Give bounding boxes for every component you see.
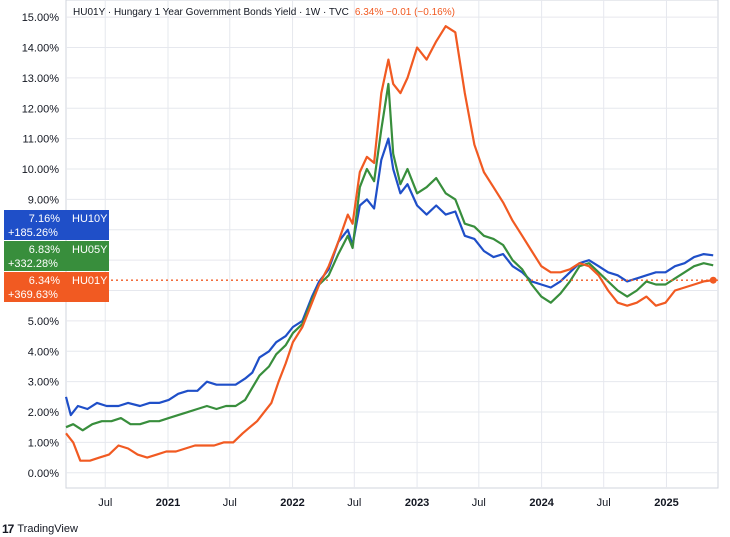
chart-header: HU01Y · Hungary 1 Year Government Bonds … [73, 7, 455, 18]
x-tick-label: Jul [223, 497, 237, 509]
y-tick-label: 4.00% [28, 346, 59, 358]
chart-header-title: HU01Y · Hungary 1 Year Government Bonds … [73, 7, 349, 18]
x-axis: Jul 2021 Jul 2022 Jul 2023 Jul 2024 Jul 2025 [98, 497, 679, 509]
badge-bg [4, 210, 109, 240]
x-tick-label: 2021 [156, 497, 180, 509]
last-value-badges: 7.16% HU10Y +185.26% 6.83% HU05Y +332.28% 6.34… [4, 210, 109, 302]
series-layer [64, 25, 718, 462]
badge-change: +332.28% [8, 258, 58, 270]
chart: 0.00%1.00%2.00%3.00%4.00%5.00%6.00%7.00%… [4, 0, 719, 509]
x-tick-label: Jul [347, 497, 361, 509]
badge-hu05y: 6.83% HU05Y +332.28% [4, 241, 109, 271]
badge-bg [4, 272, 109, 302]
y-tick-label: 1.00% [28, 437, 59, 449]
y-tick-label: 9.00% [28, 194, 59, 206]
series-line-hu10y [64, 137, 714, 417]
hu01y-last-point [709, 276, 717, 284]
badge-last-value: 6.34% [29, 275, 60, 287]
badge-hu01y: 6.34% HU01Y +369.63% [4, 272, 109, 302]
x-tick-label: 2023 [405, 497, 429, 509]
chart-header-values: 6.34% −0.01 (−0.16%) [355, 7, 455, 18]
y-tick-label: 12.00% [22, 103, 60, 115]
badge-symbol: HU05Y [72, 244, 108, 256]
badge-last-value: 7.16% [29, 213, 60, 225]
tradingview-logo-label: TradingView [17, 523, 78, 535]
tradingview-logo-icon: 17 [2, 522, 14, 536]
tradingview-logo[interactable]: 17 TradingView [2, 522, 78, 536]
y-tick-label: 13.00% [22, 73, 60, 85]
badge-hu10y: 7.16% HU10Y +185.26% [4, 210, 109, 240]
badge-change: +185.26% [8, 227, 58, 239]
y-tick-label: 5.00% [28, 316, 59, 328]
badge-bg [4, 241, 109, 271]
y-tick-label: 10.00% [22, 164, 60, 176]
badge-symbol: HU10Y [72, 213, 108, 225]
x-tick-label: Jul [597, 497, 611, 509]
badge-symbol: HU01Y [72, 275, 108, 287]
y-tick-label: 15.00% [22, 12, 60, 24]
badge-last-value: 6.83% [29, 244, 60, 256]
series-line-hu05y [65, 82, 714, 432]
series-line-hu01y [65, 25, 714, 462]
y-tick-label: 2.00% [28, 407, 59, 419]
x-tick-label: 2022 [280, 497, 304, 509]
x-tick-label: 2024 [529, 497, 554, 509]
badge-change: +369.63% [8, 289, 58, 301]
x-tick-label: 2025 [654, 497, 678, 509]
y-tick-label: 14.00% [22, 42, 60, 54]
x-tick-label: Jul [98, 497, 112, 509]
y-tick-label: 11.00% [23, 134, 60, 146]
x-tick-label: Jul [472, 497, 486, 509]
y-tick-label: 0.00% [28, 468, 59, 480]
y-tick-label: 3.00% [28, 377, 59, 389]
